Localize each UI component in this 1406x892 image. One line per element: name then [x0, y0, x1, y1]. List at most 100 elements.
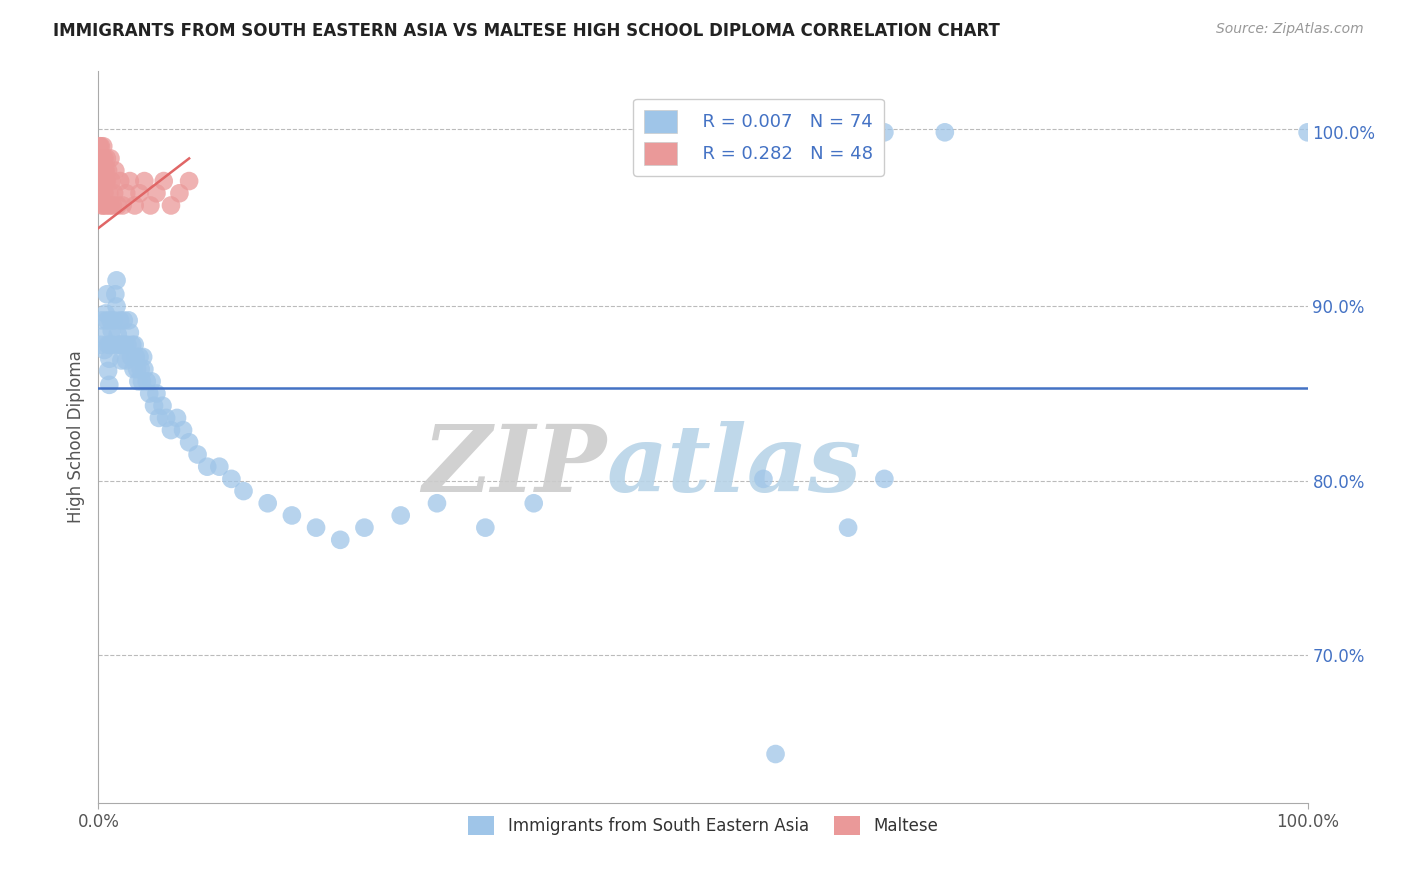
Point	[221, 472, 243, 486]
Point	[93, 343, 115, 357]
Text: atlas: atlas	[606, 421, 862, 511]
Point	[91, 313, 114, 327]
Point	[100, 313, 122, 327]
Point	[256, 496, 278, 510]
Point	[100, 324, 122, 338]
Point	[135, 375, 157, 389]
Point	[108, 174, 131, 188]
Y-axis label: High School Diploma: High School Diploma	[66, 351, 84, 524]
Point	[145, 386, 167, 401]
Point	[96, 287, 118, 301]
Point	[873, 125, 896, 139]
Text: Source: ZipAtlas.com: Source: ZipAtlas.com	[1216, 22, 1364, 37]
Point	[111, 338, 134, 352]
Point	[89, 139, 111, 153]
Point	[100, 338, 122, 352]
Point	[91, 174, 114, 188]
Point	[426, 496, 449, 510]
Point	[115, 186, 138, 201]
Point	[94, 198, 117, 212]
Point	[97, 338, 120, 352]
Point	[111, 198, 134, 212]
Point	[141, 375, 163, 389]
Point	[152, 174, 174, 188]
Point	[104, 163, 127, 178]
Point	[89, 152, 111, 166]
Point	[155, 411, 177, 425]
Point	[98, 377, 121, 392]
Point	[752, 472, 775, 486]
Point	[91, 198, 114, 212]
Text: ZIP: ZIP	[422, 421, 606, 511]
Point	[837, 521, 859, 535]
Point	[91, 174, 114, 188]
Point	[110, 353, 132, 368]
Point	[118, 313, 141, 327]
Point	[96, 152, 118, 166]
Point	[120, 350, 142, 364]
Point	[100, 174, 122, 188]
Point	[97, 364, 120, 378]
Point	[91, 152, 114, 166]
Point	[115, 353, 138, 368]
Point	[232, 484, 254, 499]
Point	[132, 350, 155, 364]
Point	[131, 375, 153, 389]
Point	[101, 338, 124, 352]
Point	[94, 174, 117, 188]
Point	[108, 338, 131, 352]
Point	[103, 313, 125, 327]
Point	[353, 521, 375, 535]
Point	[118, 174, 141, 188]
Point	[118, 326, 141, 340]
Point	[134, 362, 156, 376]
Point	[100, 198, 122, 212]
Point	[145, 186, 167, 201]
Point	[127, 375, 149, 389]
Point	[94, 163, 117, 178]
Point	[103, 186, 125, 201]
Legend: Immigrants from South Eastern Asia, Maltese: Immigrants from South Eastern Asia, Malt…	[461, 809, 945, 842]
Point	[160, 423, 183, 437]
Point	[93, 152, 115, 166]
Point	[96, 313, 118, 327]
Point	[128, 350, 150, 364]
Point	[89, 186, 111, 201]
Point	[139, 198, 162, 212]
Point	[100, 152, 122, 166]
Point	[112, 313, 135, 327]
Point	[90, 139, 112, 153]
Point	[195, 459, 218, 474]
Point	[91, 198, 114, 212]
Point	[208, 459, 231, 474]
Point	[179, 174, 201, 188]
Point	[138, 386, 160, 401]
Point	[108, 313, 131, 327]
Point	[523, 496, 546, 510]
Point	[134, 174, 156, 188]
Point	[122, 362, 145, 376]
Point	[93, 163, 115, 178]
Point	[160, 198, 183, 212]
Point	[90, 163, 112, 178]
Point	[87, 174, 110, 188]
Point	[96, 174, 118, 188]
Point	[281, 508, 304, 523]
Point	[91, 163, 114, 178]
Point	[148, 411, 170, 425]
Point	[474, 521, 496, 535]
Point	[91, 139, 114, 153]
Point	[305, 521, 328, 535]
Point	[166, 411, 188, 425]
Point	[90, 338, 112, 352]
Point	[873, 472, 896, 486]
Point	[172, 423, 194, 437]
Point	[108, 338, 131, 352]
Point	[121, 338, 143, 352]
Point	[97, 198, 120, 212]
Point	[94, 306, 117, 320]
Point	[124, 198, 146, 212]
Point	[329, 533, 352, 547]
Point	[90, 186, 112, 201]
Point	[107, 198, 129, 212]
